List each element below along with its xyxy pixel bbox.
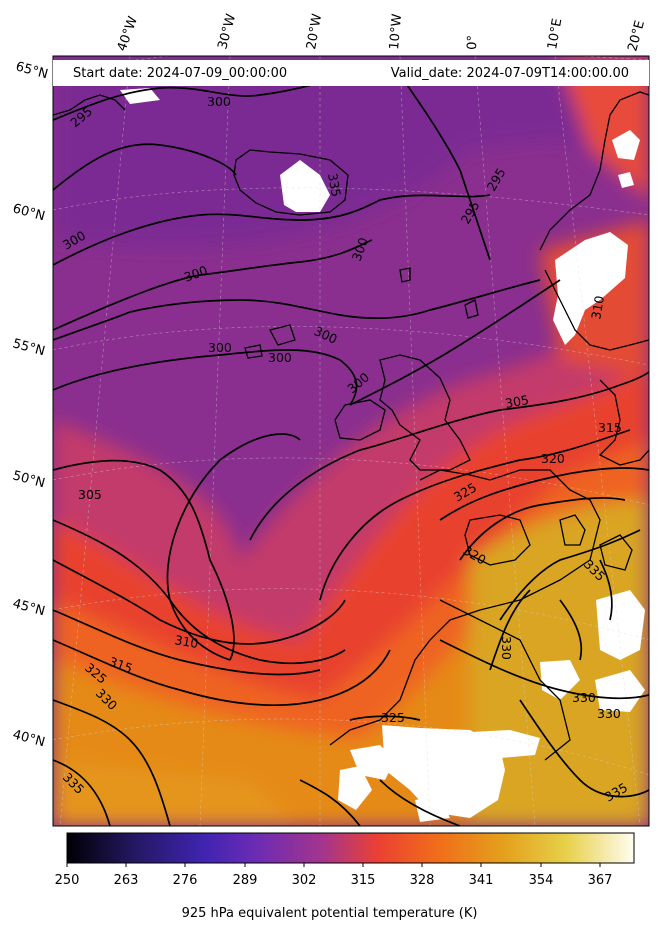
- start-date-text: Start date: 2024-07-09_00:00:00: [73, 66, 288, 81]
- contour-label: 300: [268, 350, 292, 365]
- colorbar-gradient: [66, 832, 635, 864]
- contour-label: 315: [598, 420, 622, 435]
- lon-label: 0°: [465, 35, 481, 50]
- lon-label: 20°E: [625, 19, 648, 53]
- lat-label: 55°N: [11, 336, 47, 359]
- colorbar-tick-label: 328: [410, 873, 435, 888]
- contour-label: 320: [541, 451, 565, 466]
- contour-label: 300: [207, 94, 231, 109]
- colorbar-tick-label: 367: [588, 873, 613, 888]
- colorbar-ticks: [66, 863, 601, 867]
- contour-label: 325: [381, 710, 405, 725]
- temperature-field: 295 300 300 300 300 300 300 300 300 305 …: [53, 56, 649, 826]
- coastlines: [53, 91, 649, 761]
- map-frame: [52, 55, 650, 827]
- contour-label: 305: [504, 392, 530, 411]
- colorbar-tick-label: 276: [173, 873, 198, 888]
- contour-label: 310: [173, 632, 199, 651]
- valid-date-text: Valid_date: 2024-07-09T14:00:00.00: [390, 66, 629, 81]
- colorbar-tick-label: 315: [351, 873, 376, 888]
- colorbar: 250 263 276 289 302 315 328 341 354 367: [55, 832, 635, 888]
- colorbar-tick-label: 263: [114, 873, 139, 888]
- colorbar-label: 925 hPa equivalent potential temperature…: [181, 906, 478, 921]
- contour-label: 335: [325, 172, 344, 198]
- lat-label: 50°N: [11, 468, 47, 491]
- lon-label: 10°W: [387, 13, 405, 50]
- lon-label: 40°W: [115, 14, 141, 53]
- colorbar-tick-label: 250: [55, 873, 80, 888]
- date-header: Start date: 2024-07-09_00:00:00 Valid_da…: [53, 60, 649, 86]
- lat-label: 45°N: [11, 596, 47, 619]
- contour-label: 300: [208, 340, 232, 355]
- contour-label: 330: [499, 636, 514, 660]
- lon-label: 30°W: [215, 12, 239, 51]
- colorbar-tick-label: 289: [233, 873, 258, 888]
- contour-label: 330: [597, 706, 621, 721]
- lat-label: 65°N: [14, 59, 50, 82]
- latitude-labels: 65°N 60°N 55°N 50°N 45°N 40°N: [11, 59, 50, 750]
- contour-lines: [53, 59, 649, 826]
- colorbar-tick-label: 354: [529, 873, 554, 888]
- colorbar-tick-labels: 250 263 276 289 302 315 328 341 354 367: [55, 873, 613, 888]
- lat-label: 40°N: [11, 727, 47, 750]
- contour-label: 330: [572, 690, 596, 705]
- contour-label: 305: [78, 487, 102, 502]
- lat-label: 60°N: [11, 201, 47, 224]
- longitude-labels: 40°W 30°W 20°W 10°W 0° 10°E 20°E: [115, 12, 648, 53]
- contour-label: 310: [588, 294, 607, 320]
- lon-label: 10°E: [545, 17, 565, 50]
- colorbar-tick-label: 302: [292, 873, 317, 888]
- lon-label: 20°W: [304, 13, 325, 51]
- colorbar-tick-label: 341: [469, 873, 494, 888]
